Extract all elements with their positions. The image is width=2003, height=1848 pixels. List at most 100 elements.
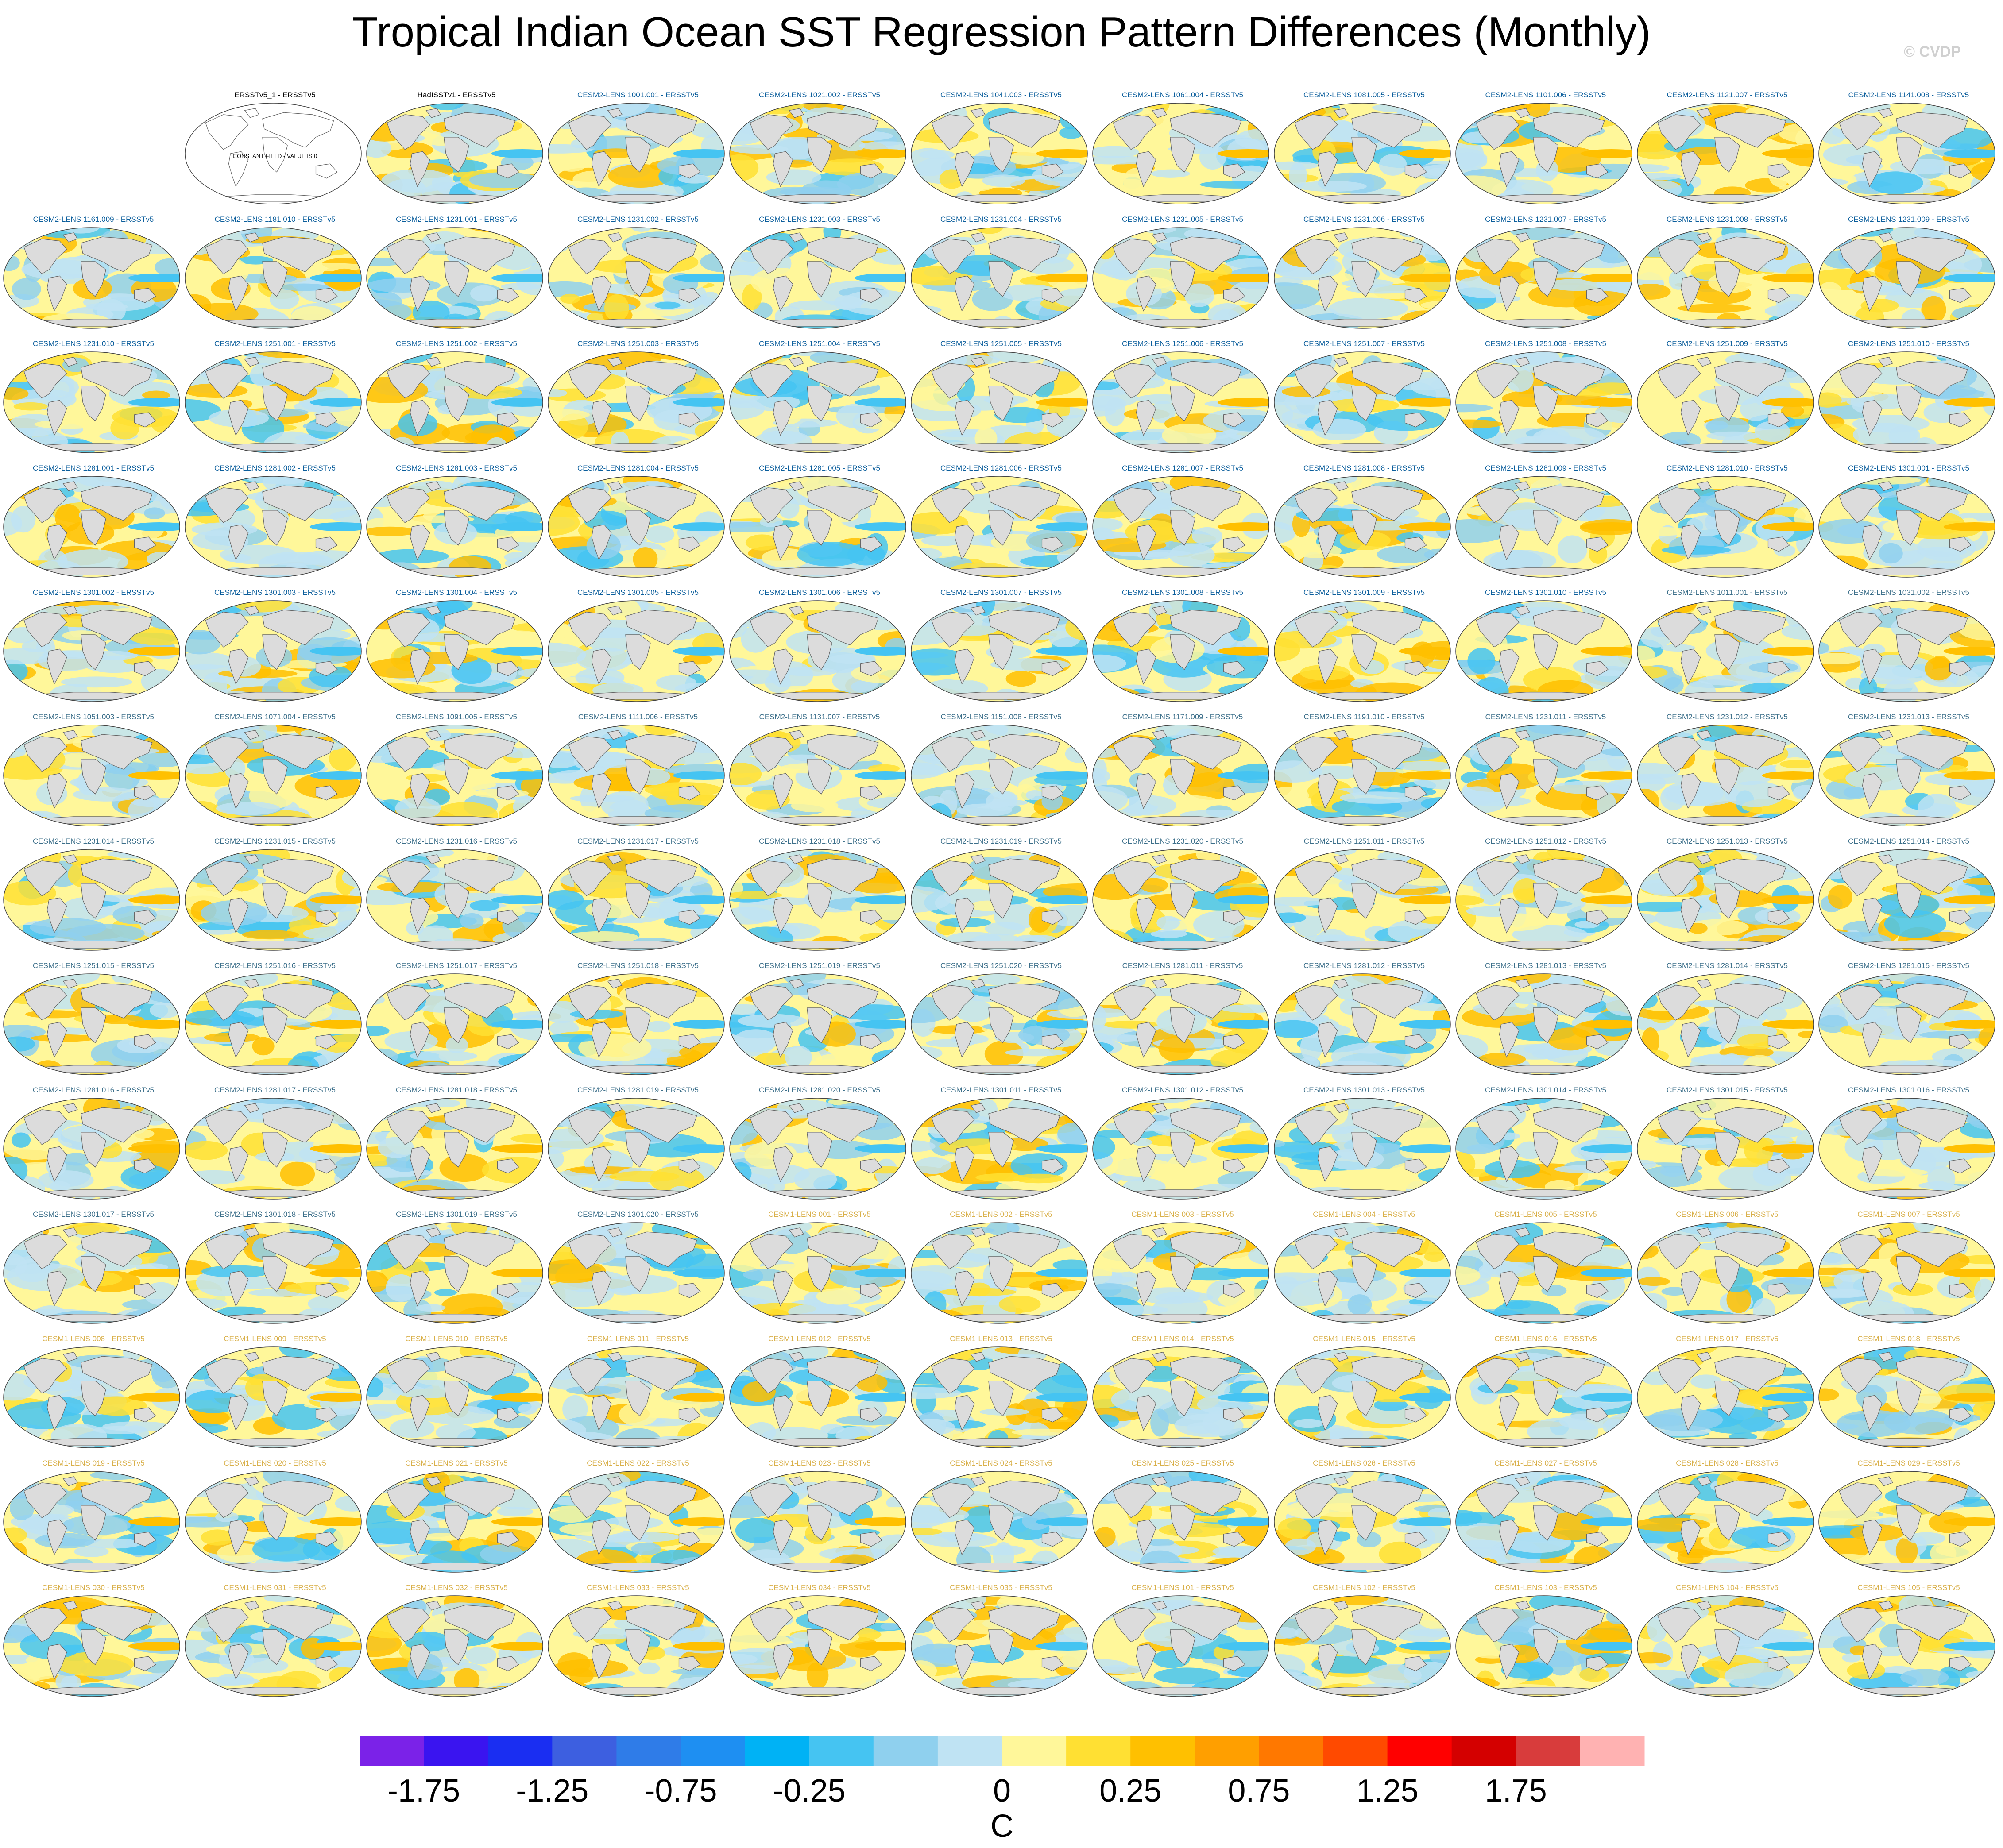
map-panel: CESM2-LENS 1301.014 - ERSSTv5 — [1455, 1086, 1636, 1210]
map-panel: CESM2-LENS 1091.005 - ERSSTv5 — [366, 713, 547, 837]
panel-title: CESM1-LENS 002 - ERSSTv5 — [950, 1210, 1052, 1219]
panel-map — [1818, 351, 1995, 453]
map-panel: CESM2-LENS 1301.005 - ERSSTv5 — [547, 588, 729, 712]
panel-map — [3, 1222, 180, 1324]
panel-title: HadISSTv1 - ERSSTv5 — [417, 91, 496, 99]
map-panel: CESM1-LENS 008 - ERSSTv5 — [3, 1335, 184, 1458]
map-panel: CESM2-LENS 1251.014 - ERSSTv5 — [1818, 837, 1999, 961]
panel-map — [1092, 476, 1269, 578]
map-panel: CESM2-LENS 1251.002 - ERSSTv5 — [366, 340, 547, 463]
panel-title: CESM2-LENS 1251.009 - ERSSTv5 — [1666, 340, 1788, 348]
map-panel: CESM2-LENS 1111.006 - ERSSTv5 — [547, 713, 729, 837]
panel-title: CESM2-LENS 1251.005 - ERSSTv5 — [940, 340, 1062, 348]
map-panel: CESM2-LENS 1231.019 - ERSSTv5 — [910, 837, 1092, 961]
panel-title: CESM2-LENS 1281.015 - ERSSTv5 — [1848, 961, 1969, 970]
panel-map — [911, 103, 1088, 204]
panel-title: CESM2-LENS 1301.008 - ERSSTv5 — [1121, 588, 1243, 597]
panel-title: CESM2-LENS 1231.016 - ERSSTv5 — [395, 837, 517, 845]
panel-map — [366, 1098, 543, 1200]
panel-map — [1455, 849, 1632, 951]
panel-title: CESM2-LENS 1251.002 - ERSSTv5 — [395, 340, 517, 348]
panel-map — [548, 351, 725, 453]
colorbar-tick-label: 0.25 — [1099, 1773, 1161, 1809]
panel-map — [1455, 1346, 1632, 1448]
map-panel: CESM1-LENS 003 - ERSSTv5 — [1092, 1210, 1273, 1334]
colorbar-swatch — [1066, 1736, 1131, 1766]
map-panel: CESM2-LENS 1301.019 - ERSSTv5 — [366, 1210, 547, 1334]
panel-title: ERSSTv5_1 - ERSSTv5 — [234, 91, 316, 99]
panel-title: CESM2-LENS 1251.003 - ERSSTv5 — [577, 340, 699, 348]
panel-title: CESM1-LENS 023 - ERSSTv5 — [768, 1459, 871, 1467]
panel-title: CESM2-LENS 1281.018 - ERSSTv5 — [395, 1086, 517, 1094]
map-panel: CESM2-LENS 1301.020 - ERSSTv5 — [547, 1210, 729, 1334]
map-panel: CESM2-LENS 1301.011 - ERSSTv5 — [910, 1086, 1092, 1210]
map-panel: CESM2-LENS 1251.019 - ERSSTv5 — [729, 961, 910, 1085]
panel-map — [1092, 1471, 1269, 1573]
map-panel: CESM2-LENS 1281.020 - ERSSTv5 — [729, 1086, 910, 1210]
map-panel: CESM1-LENS 031 - ERSSTv5 — [184, 1583, 366, 1707]
colorbar-swatch — [873, 1736, 938, 1766]
panel-map — [1818, 1471, 1995, 1573]
panel-map — [729, 1346, 906, 1448]
map-panel: CESM2-LENS 1281.001 - ERSSTv5 — [3, 464, 184, 588]
panel-map — [911, 227, 1088, 329]
map-panel: CESM1-LENS 019 - ERSSTv5 — [3, 1459, 184, 1583]
colorbar-swatch — [1580, 1736, 1645, 1766]
map-panel: CESM2-LENS 1301.016 - ERSSTv5 — [1818, 1086, 1999, 1210]
panel-title: CESM1-LENS 021 - ERSSTv5 — [405, 1459, 508, 1467]
map-panel: CESM2-LENS 1231.013 - ERSSTv5 — [1818, 713, 1999, 837]
panel-title: CESM1-LENS 013 - ERSSTv5 — [950, 1335, 1052, 1343]
panel-title: CESM1-LENS 006 - ERSSTv5 — [1676, 1210, 1779, 1219]
panel-title: CESM2-LENS 1251.012 - ERSSTv5 — [1485, 837, 1606, 845]
map-panel: CESM1-LENS 015 - ERSSTv5 — [1273, 1335, 1455, 1458]
panel-map — [1274, 973, 1451, 1075]
map-panel: CESM1-LENS 026 - ERSSTv5 — [1273, 1459, 1455, 1583]
panel-title: CESM1-LENS 022 - ERSSTv5 — [587, 1459, 689, 1467]
map-panel: CESM2-LENS 1061.004 - ERSSTv5 — [1092, 91, 1273, 215]
colorbar-tick-label: 1.75 — [1485, 1773, 1547, 1809]
panel-title: CESM2-LENS 1041.003 - ERSSTv5 — [940, 91, 1062, 99]
panel-title: CESM2-LENS 1251.001 - ERSSTv5 — [214, 340, 336, 348]
panel-title: CESM1-LENS 015 - ERSSTv5 — [1313, 1335, 1415, 1343]
map-panel: CESM1-LENS 005 - ERSSTv5 — [1455, 1210, 1636, 1334]
map-panel: CESM2-LENS 1031.002 - ERSSTv5 — [1818, 588, 1999, 712]
panel-map — [911, 1471, 1088, 1573]
panel-title: CESM1-LENS 103 - ERSSTv5 — [1494, 1583, 1597, 1592]
panel-map — [548, 1595, 725, 1697]
map-panel: CESM2-LENS 1071.004 - ERSSTv5 — [184, 713, 366, 837]
map-panel: CESM2-LENS 1231.002 - ERSSTv5 — [547, 215, 729, 339]
panel-map — [1455, 600, 1632, 702]
panel-map — [729, 1471, 906, 1573]
map-panel: CESM1-LENS 016 - ERSSTv5 — [1455, 1335, 1636, 1458]
panel-title: CESM1-LENS 105 - ERSSTv5 — [1857, 1583, 1960, 1592]
map-panel: CESM2-LENS 1251.016 - ERSSTv5 — [184, 961, 366, 1085]
map-panel: CESM2-LENS 1281.005 - ERSSTv5 — [729, 464, 910, 588]
map-panel: CESM2-LENS 1231.017 - ERSSTv5 — [547, 837, 729, 961]
panel-title: CESM2-LENS 1231.015 - ERSSTv5 — [214, 837, 336, 845]
panel-map — [1818, 227, 1995, 329]
panel-map — [1092, 1595, 1269, 1697]
panel-title: CESM2-LENS 1251.019 - ERSSTv5 — [758, 961, 880, 970]
map-panel: CESM2-LENS 1231.008 - ERSSTv5 — [1636, 215, 1818, 339]
colorbar-swatch — [424, 1736, 488, 1766]
panel-map — [366, 849, 543, 951]
panel-map — [729, 1222, 906, 1324]
map-panel: CESM1-LENS 103 - ERSSTv5 — [1455, 1583, 1636, 1707]
panel-title: CESM2-LENS 1231.008 - ERSSTv5 — [1666, 215, 1788, 224]
panel-map — [911, 1098, 1088, 1200]
panel-title: CESM2-LENS 1191.010 - ERSSTv5 — [1303, 713, 1425, 721]
panel-title: CESM1-LENS 016 - ERSSTv5 — [1494, 1335, 1597, 1343]
panel-title: CESM2-LENS 1301.006 - ERSSTv5 — [758, 588, 880, 597]
map-panel: CESM1-LENS 032 - ERSSTv5 — [366, 1583, 547, 1707]
panel-title: CESM2-LENS 1231.001 - ERSSTv5 — [395, 215, 517, 224]
map-panel: CESM2-LENS 1011.001 - ERSSTv5 — [1636, 588, 1818, 712]
panel-map — [1274, 1346, 1451, 1448]
panel-map — [1818, 973, 1995, 1075]
colorbar-swatch — [809, 1736, 874, 1766]
panel-map — [911, 725, 1088, 826]
panel-title: CESM1-LENS 032 - ERSSTv5 — [405, 1583, 508, 1592]
map-panel: CESM2-LENS 1251.008 - ERSSTv5 — [1455, 340, 1636, 463]
map-panel: CESM2-LENS 1251.004 - ERSSTv5 — [729, 340, 910, 463]
panel-map — [548, 103, 725, 204]
panel-map — [1092, 227, 1269, 329]
